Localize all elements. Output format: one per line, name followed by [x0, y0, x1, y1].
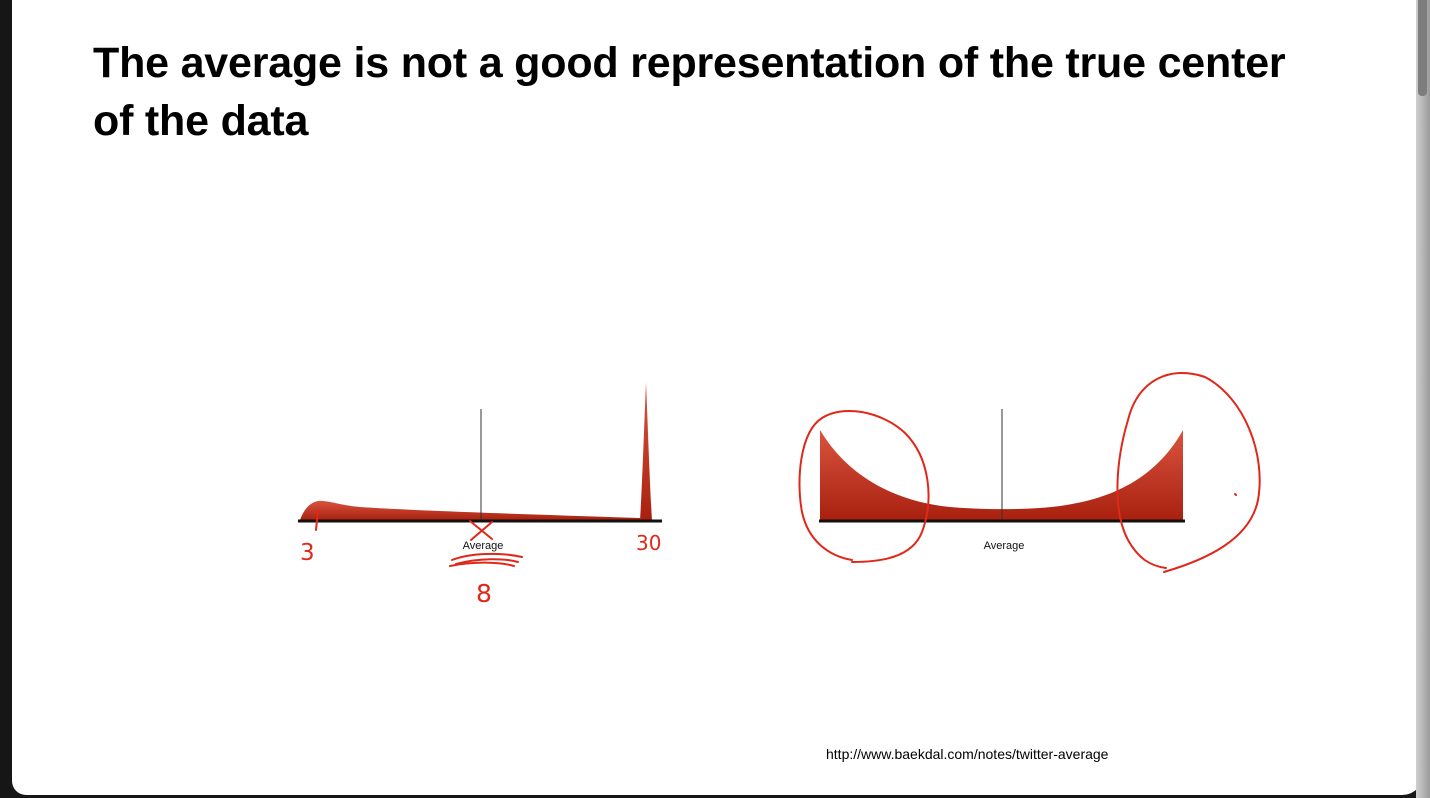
left-spike-area [640, 382, 652, 520]
ink-label-max: 30 [636, 531, 661, 555]
slide: The average is not a good representation… [12, 0, 1424, 795]
ink-circle-right-peak [1116, 372, 1261, 573]
ink-tick-min [315, 509, 319, 531]
left-ink-annotations [315, 509, 523, 567]
ink-dot [1234, 493, 1237, 496]
left-long-tail-area [300, 500, 640, 520]
scrollbar[interactable] [1416, 0, 1430, 798]
right-u-shaped-area [820, 430, 1183, 520]
source-url: http://www.baekdal.com/notes/twitter-ave… [826, 746, 1109, 762]
right-average-label: Average [984, 540, 1025, 552]
ink-x-mark [469, 520, 493, 541]
slide-title: The average is not a good representation… [93, 39, 1286, 145]
left-distribution: Average [298, 382, 662, 552]
right-ink-annotations [798, 372, 1261, 573]
right-distribution: Average [819, 409, 1185, 552]
left-average-label: Average [463, 540, 504, 552]
scrollbar-thumb[interactable] [1418, 0, 1427, 96]
ink-label-min: 3 [300, 540, 315, 566]
ink-scribble-underline [449, 552, 523, 567]
ink-label-average: 8 [476, 579, 492, 608]
ink-circle-left-peak [798, 410, 930, 563]
diagram-canvas: Average 3 30 8 Average [298, 372, 1261, 608]
